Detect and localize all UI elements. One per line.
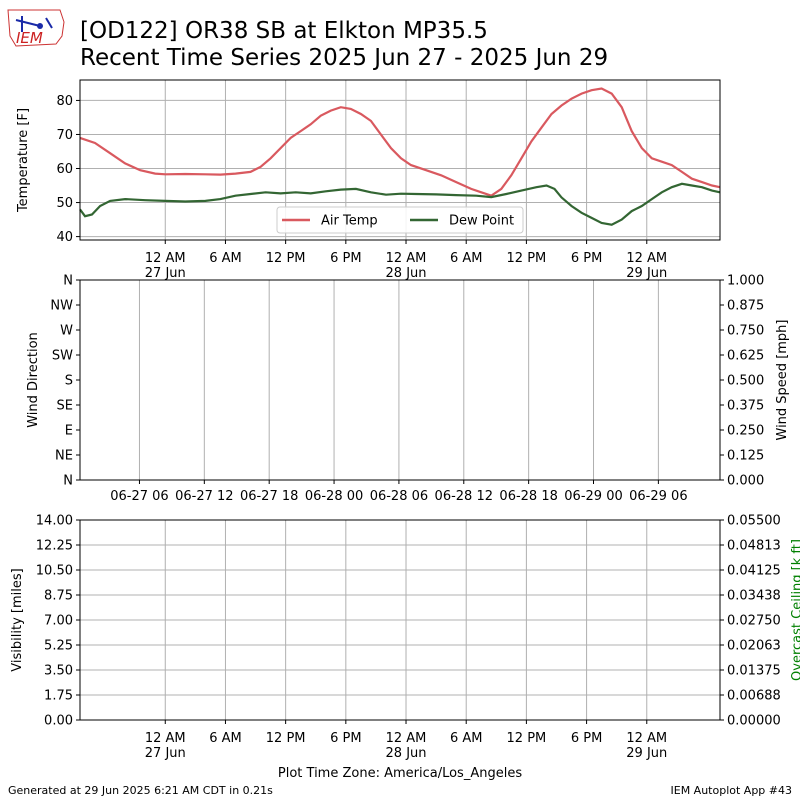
x-tick-label: 12 AM (145, 731, 186, 746)
x-tick-label: 06-28 00 (305, 489, 363, 504)
generated-note: Generated at 29 Jun 2025 6:21 AM CDT in … (8, 784, 273, 797)
wind-direction-tick-label: NE (55, 449, 73, 464)
x-tick-sublabel: 29 Jun (626, 746, 667, 761)
app-note: IEM Autoplot App #43 (670, 784, 793, 797)
wind-direction-axis-label: Wind Direction (26, 332, 41, 428)
visibility-tick-label: 1.75 (44, 689, 73, 704)
x-tick-label: 6 PM (330, 731, 361, 746)
x-tick-label: 06-29 06 (629, 489, 687, 504)
ceiling-tick-label: 0.02750 (727, 614, 781, 629)
x-tick-label: 06-27 18 (240, 489, 298, 504)
x-tick-label: 12 AM (626, 251, 667, 266)
x-tick-label: 06-29 00 (564, 489, 622, 504)
wind-direction-tick-label: E (65, 424, 73, 439)
wind-direction-tick-label: S (65, 374, 73, 389)
x-tick-label: 12 AM (626, 731, 667, 746)
x-tick-sublabel: 27 Jun (145, 266, 186, 281)
x-tick-label: 6 AM (209, 731, 242, 746)
wind-speed-tick-label: 0.500 (727, 374, 764, 389)
x-tick-label: 6 PM (571, 731, 602, 746)
x-tick-label: 06-27 12 (175, 489, 233, 504)
wind-plot-frame (79, 279, 721, 481)
y-tick-label: 40 (56, 230, 73, 245)
x-tick-label: 06-28 18 (499, 489, 557, 504)
x-tick-label: 6 PM (571, 251, 602, 266)
legend-box (276, 206, 524, 234)
ceiling-tick-label: 0.00000 (727, 714, 781, 729)
wind-speed-tick-label: 1.000 (727, 274, 764, 289)
wind-speed-tick-label: 0.750 (727, 324, 764, 339)
wind-direction-tick-label: SW (52, 349, 73, 364)
x-tick-label: 6 AM (450, 731, 483, 746)
wind-speed-tick-label: 0.875 (727, 299, 764, 314)
chart-title: [OD122] OR38 SB at Elkton MP35.5 (80, 18, 488, 44)
ceiling-tick-label: 0.04813 (727, 539, 781, 554)
x-tick-label: 6 PM (330, 251, 361, 266)
temperature-plot-frame (79, 79, 721, 241)
x-tick-label: 12 PM (507, 731, 547, 746)
ceiling-axis-label: Overcast Ceiling [k ft] (790, 539, 800, 681)
x-tick-label: 06-28 12 (435, 489, 493, 504)
wind-speed-tick-label: 0.000 (727, 474, 764, 489)
dew-point-line (79, 182, 721, 226)
y-tick-label: 80 (56, 94, 73, 109)
wind-direction-tick-label: SE (57, 399, 73, 414)
time-zone-axis-label: Plot Time Zone: America/Los_Angeles (278, 766, 522, 781)
x-tick-label: 12 PM (507, 251, 547, 266)
wind-direction-tick-label: NW (50, 299, 73, 314)
x-tick-label: 06-27 06 (110, 489, 168, 504)
visibility-tick-label: 7.00 (44, 614, 73, 629)
x-tick-sublabel: 29 Jun (626, 266, 667, 281)
y-tick-label: 60 (56, 162, 73, 177)
x-tick-sublabel: 28 Jun (386, 746, 427, 761)
x-tick-label: 12 AM (145, 251, 186, 266)
x-tick-label: 12 AM (386, 731, 427, 746)
y-tick-label: 50 (56, 196, 73, 211)
ceiling-tick-label: 0.01375 (727, 664, 781, 679)
iem-logo: IEM (6, 6, 68, 54)
visibility-tick-label: 12.25 (36, 539, 73, 554)
visibility-tick-label: 8.75 (44, 589, 73, 604)
wind-direction-tick-label: W (60, 324, 73, 339)
x-tick-label: 12 AM (386, 251, 427, 266)
x-tick-sublabel: 27 Jun (145, 746, 186, 761)
visibility-tick-label: 10.50 (36, 564, 73, 579)
wind-direction-tick-label: N (63, 274, 73, 289)
wind-speed-tick-label: 0.125 (727, 449, 764, 464)
visibility-tick-label: 14.00 (36, 514, 73, 529)
air-temp-line (79, 87, 721, 197)
ceiling-tick-label: 0.02063 (727, 639, 781, 654)
visibility-tick-label: 5.25 (44, 639, 73, 654)
legend-label: Dew Point (449, 214, 514, 229)
ceiling-tick-label: 0.00688 (727, 689, 781, 704)
wind-speed-axis-label: Wind Speed [mph] (775, 320, 790, 441)
x-tick-label: 06-28 06 (370, 489, 428, 504)
x-tick-sublabel: 28 Jun (386, 266, 427, 281)
ceiling-tick-label: 0.04125 (727, 564, 781, 579)
visibility-tick-label: 3.50 (44, 664, 73, 679)
ceiling-tick-label: 0.03438 (727, 589, 781, 604)
x-tick-label: 6 AM (450, 251, 483, 266)
y-tick-label: 70 (56, 128, 73, 143)
wind-speed-tick-label: 0.250 (727, 424, 764, 439)
visibility-axis-label: Visibility [miles] (10, 568, 25, 671)
ceiling-tick-label: 0.05500 (727, 514, 781, 529)
wind-speed-tick-label: 0.625 (727, 349, 764, 364)
x-tick-label: 6 AM (209, 251, 242, 266)
wind-direction-tick-label: N (63, 474, 73, 489)
wind-speed-tick-label: 0.375 (727, 399, 764, 414)
temperature-axis-label: Temperature [F] (16, 108, 31, 213)
logo-text: IEM (16, 29, 43, 47)
x-tick-label: 12 PM (266, 731, 306, 746)
x-tick-label: 12 PM (266, 251, 306, 266)
visibility-tick-label: 0.00 (44, 714, 73, 729)
chart-subtitle: Recent Time Series 2025 Jun 27 - 2025 Ju… (80, 45, 609, 71)
legend-label: Air Temp (321, 214, 378, 229)
